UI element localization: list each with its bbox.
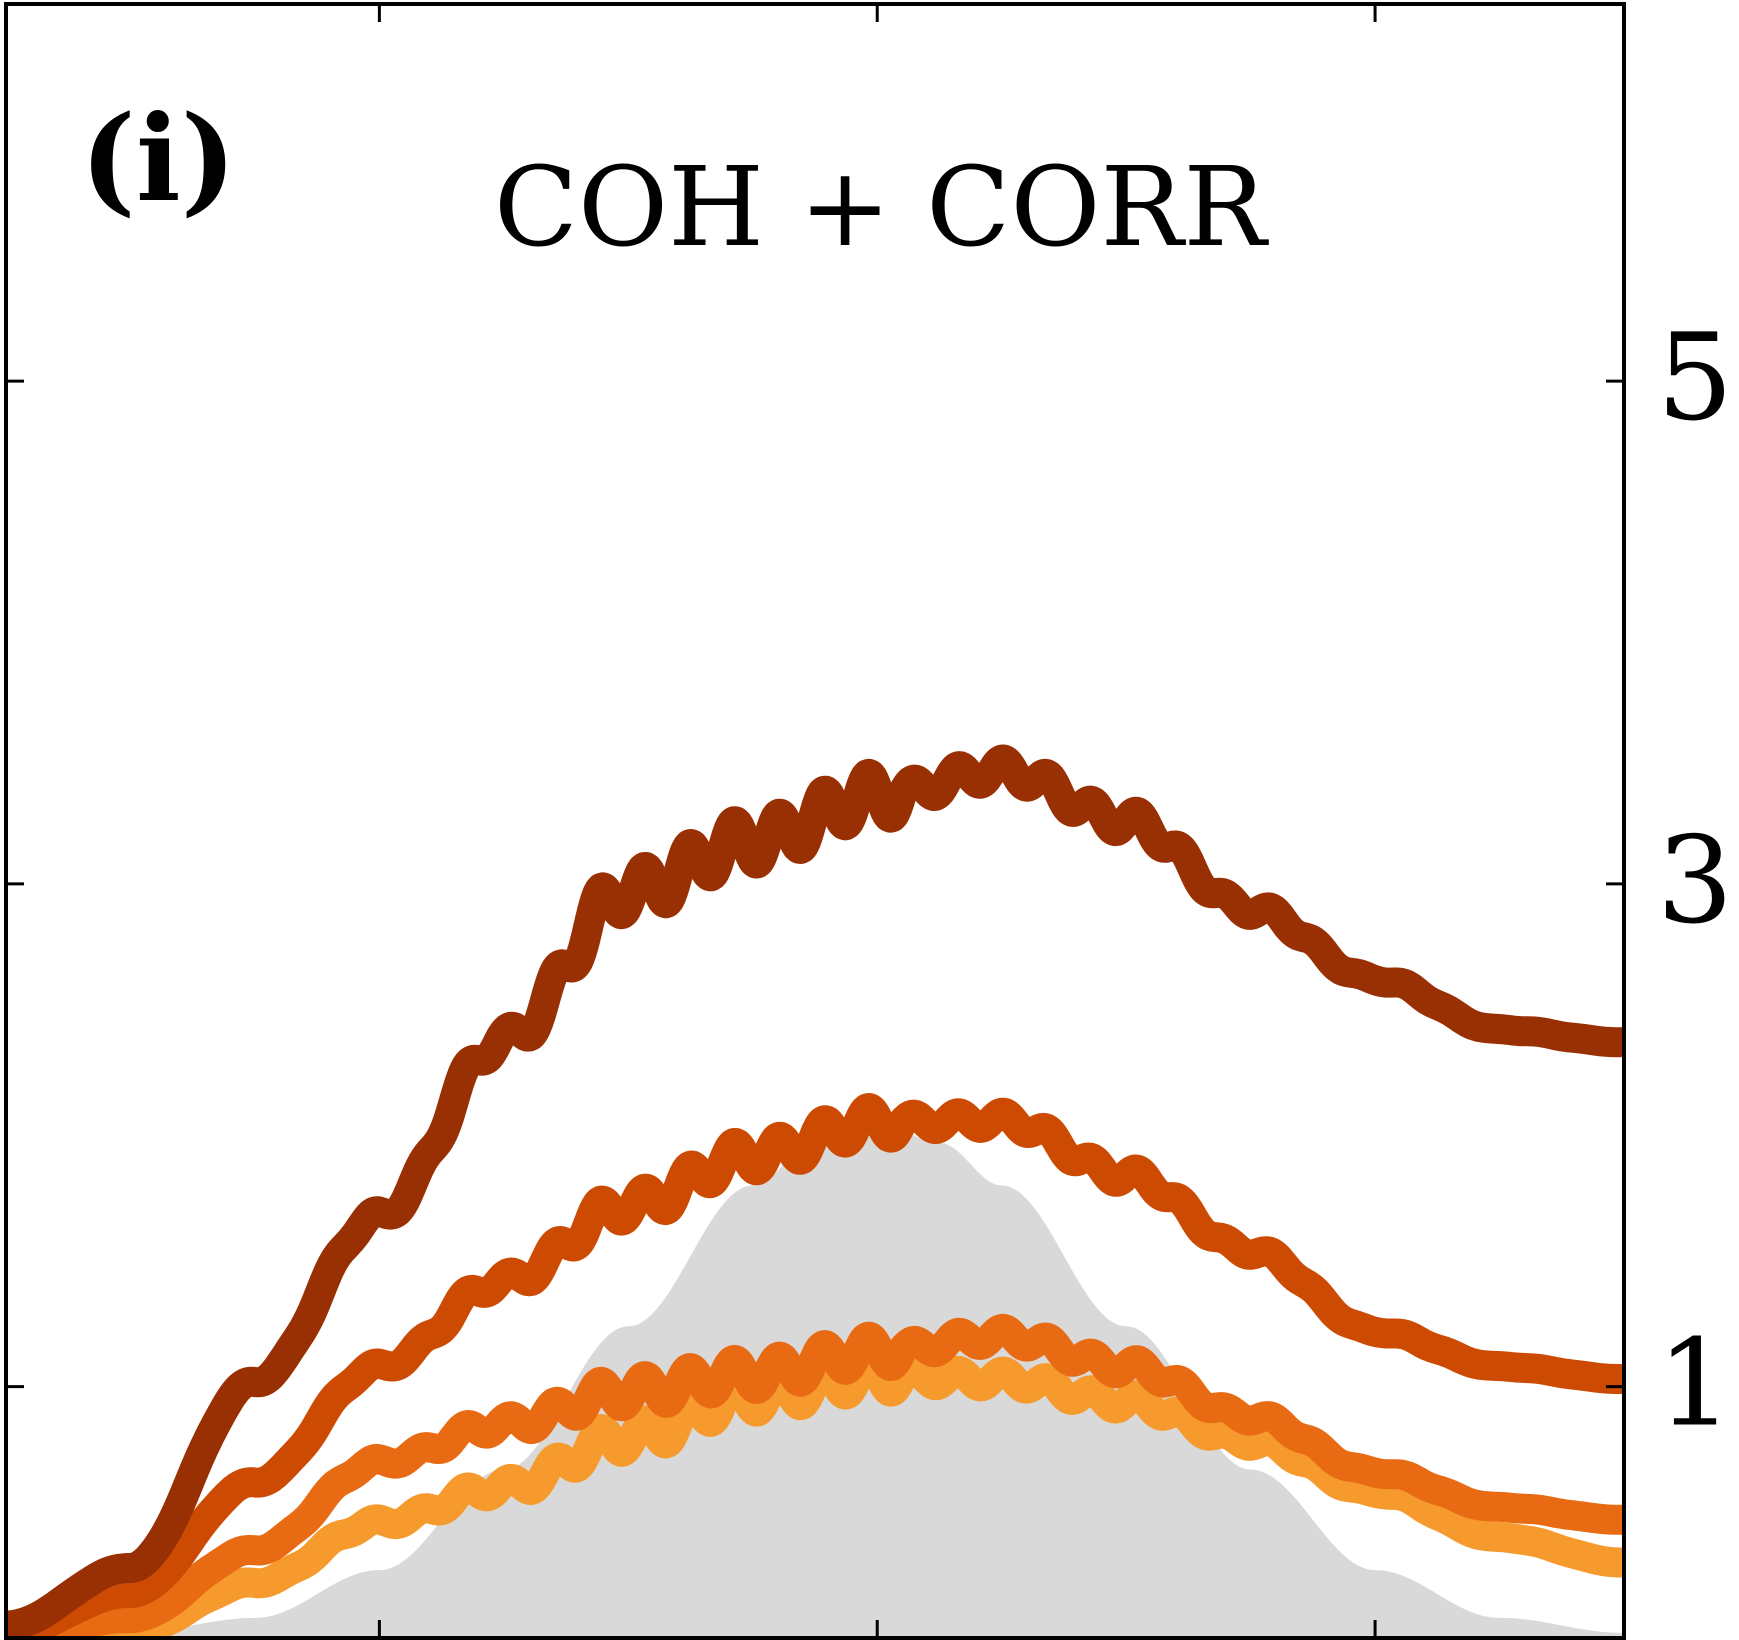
- y-tick-label-3: 3: [1657, 812, 1733, 951]
- series-line-3: [6, 1093, 1624, 1638]
- series-layer: [6, 744, 1624, 1638]
- series-line-4: [6, 744, 1624, 1638]
- plot-area: [6, 744, 1624, 1638]
- series-line-2: [6, 1313, 1624, 1638]
- y-tick-label-1: 1: [1657, 1315, 1733, 1454]
- tick-layer: [6, 4, 1624, 1638]
- panel-label: (i): [80, 89, 237, 228]
- y-tick-label-5: 5: [1657, 309, 1733, 448]
- chart-title: COH + CORR: [494, 143, 1270, 271]
- y-tick-label-layer: 1 3 5: [1657, 309, 1733, 1454]
- plot-frame: [4, 2, 1626, 1640]
